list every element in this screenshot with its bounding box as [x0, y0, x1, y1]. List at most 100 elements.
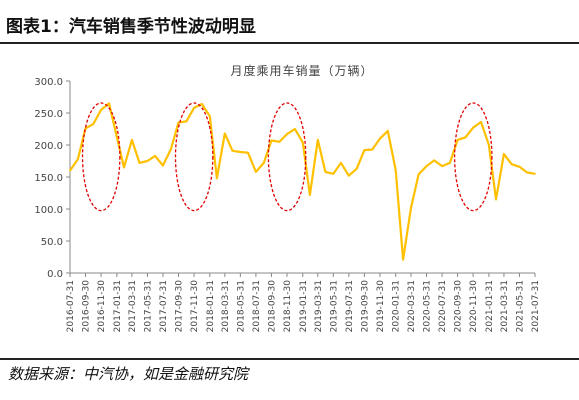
- data-point: [394, 169, 397, 171]
- data-point: [387, 130, 389, 132]
- x-tick-label: 2018-05-31: [236, 280, 246, 332]
- data-point: [116, 136, 118, 139]
- data-point: [154, 155, 156, 157]
- x-tick-label: 2016-09-30: [82, 280, 92, 333]
- source-note: 数据来源：中汽协，如是金融研究院: [8, 365, 249, 383]
- highlight-ellipse: [174, 102, 214, 212]
- data-point: [309, 194, 311, 196]
- data-point: [224, 132, 226, 135]
- data-point: [100, 109, 102, 111]
- x-tick-label: 2018-11-30: [283, 280, 293, 333]
- data-point: [216, 177, 218, 180]
- data-point: [84, 127, 87, 130]
- x-tick-label: 2019-09-30: [360, 280, 370, 333]
- x-tick-label: 2020-05-31: [423, 280, 433, 332]
- data-point: [379, 137, 381, 140]
- y-tick-label: 100.0: [34, 205, 63, 216]
- bottom-rule: [0, 358, 579, 360]
- data-point: [503, 153, 505, 155]
- data-point: [162, 164, 164, 167]
- x-tick-label: 2016-11-30: [97, 280, 107, 333]
- chart-title: 月度乘用车销量（万辆）: [230, 63, 373, 78]
- data-point: [425, 165, 428, 167]
- data-point: [316, 139, 319, 141]
- data-point: [526, 171, 528, 174]
- data-point: [170, 148, 172, 151]
- y-tick-label: 200.0: [34, 141, 63, 152]
- data-point: [108, 102, 110, 105]
- data-point: [340, 162, 342, 164]
- data-point: [77, 158, 79, 160]
- data-point: [348, 174, 350, 177]
- x-tick-label: 2017-05-31: [143, 280, 153, 332]
- x-tick-label: 2019-01-31: [299, 280, 309, 332]
- data-point: [185, 120, 188, 123]
- data-point: [410, 206, 412, 209]
- data-point: [177, 121, 180, 124]
- x-tick-label: 2017-11-30: [190, 280, 200, 333]
- data-point: [518, 165, 521, 168]
- x-tick-label: 2019-05-31: [329, 280, 339, 332]
- line-chart: 月度乘用车销量（万辆） 0.0 50.0 100.0 150.0 200.0 250.0 3…: [34, 63, 541, 333]
- data-point: [270, 139, 273, 142]
- y-tick-label: 150.0: [34, 173, 63, 184]
- x-tick-label: 2016-07-31: [66, 280, 76, 332]
- data-point: [123, 166, 125, 169]
- data-point: [441, 165, 443, 167]
- data-point: [286, 133, 288, 135]
- series-layer: [69, 102, 536, 261]
- data-point: [69, 169, 71, 172]
- data-point: [231, 149, 234, 152]
- x-tick-label: 2020-07-31: [438, 280, 448, 332]
- x-tick-label: 2021-01-31: [485, 280, 495, 332]
- data-point: [510, 163, 513, 165]
- x-tick-label: 2019-11-30: [376, 280, 386, 333]
- data-point: [209, 115, 211, 117]
- data-point: [138, 162, 141, 164]
- x-tick-label: 2021-03-31: [500, 280, 510, 332]
- highlight-ellipse: [267, 102, 307, 212]
- data-point: [294, 128, 296, 130]
- data-point: [262, 162, 265, 164]
- data-point: [193, 107, 195, 109]
- data-point: [332, 173, 335, 175]
- x-tick-label: 2020-01-31: [392, 280, 402, 332]
- chart-container: 月度乘用车销量（万辆） 0.0 50.0 100.0 150.0 200.0 250.0 3…: [0, 45, 579, 355]
- data-point: [92, 123, 95, 125]
- data-point: [456, 139, 459, 141]
- x-tick-label: 2019-03-31: [314, 280, 324, 332]
- x-tick-label: 2021-05-31: [515, 280, 525, 332]
- x-axis: 2016-07-31 2016-09-30 2016-11-30 2017-01-31…: [66, 272, 541, 333]
- data-point: [278, 141, 281, 143]
- data-point: [301, 141, 304, 144]
- x-tick-label: 2018-01-31: [206, 280, 216, 332]
- data-point: [201, 103, 203, 105]
- x-tick-label: 2020-09-30: [454, 280, 464, 333]
- data-point: [255, 171, 257, 173]
- y-axis: 0.0 50.0 100.0 150.0 200.0 250.0 300.0: [34, 77, 71, 280]
- x-tick-label: 2018-09-30: [267, 280, 277, 333]
- data-point: [480, 121, 482, 123]
- data-point: [355, 167, 358, 170]
- y-tick-label: 300.0: [34, 77, 63, 88]
- data-point: [449, 162, 451, 164]
- x-tick-label: 2017-09-30: [174, 280, 184, 333]
- data-point: [472, 126, 474, 129]
- y-tick-label: 250.0: [34, 109, 63, 120]
- x-tick-label: 2020-11-30: [469, 280, 479, 333]
- highlight-ellipse: [81, 102, 121, 212]
- data-point: [402, 258, 404, 261]
- data-point: [363, 149, 366, 151]
- data-point: [417, 173, 420, 176]
- data-point: [146, 160, 149, 162]
- data-point: [433, 159, 435, 162]
- data-point: [131, 139, 133, 141]
- x-tick-label: 2021-07-31: [531, 280, 541, 332]
- x-tick-label: 2020-03-31: [407, 280, 417, 332]
- data-point: [239, 151, 242, 153]
- y-tick-label: 0.0: [47, 269, 63, 280]
- data-point: [324, 171, 327, 173]
- data-point: [488, 144, 490, 146]
- data-point: [464, 136, 467, 139]
- highlight-ellipse: [453, 102, 493, 212]
